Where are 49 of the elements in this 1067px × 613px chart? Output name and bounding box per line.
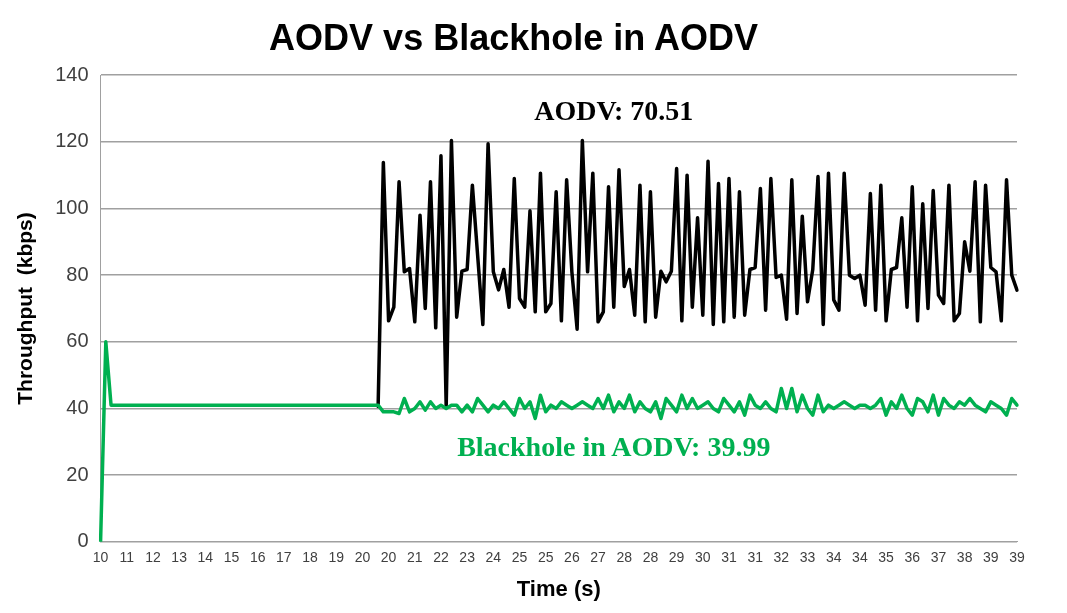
x-tick-label: 33 [799, 549, 816, 566]
x-tick-label: 28 [642, 549, 659, 566]
x-tick-label: 25 [537, 549, 554, 566]
x-tick-label: 39 [983, 549, 999, 566]
x-tick-label: 14 [197, 549, 214, 566]
y-tick-label: 40 [66, 396, 89, 418]
chart-title: AODV vs Blackhole in AODV [269, 16, 758, 58]
x-tick-label: 31 [747, 549, 764, 566]
y-tick-label: 80 [66, 262, 89, 285]
x-tick-label: 15 [223, 549, 240, 566]
y-axis-title: Throughput (kbps) [13, 212, 37, 405]
x-tick-label: 35 [878, 549, 895, 566]
x-tick-label: 20 [380, 549, 397, 566]
x-tick-label: 38 [956, 549, 973, 566]
series-label: Blackhole in AODV: 39.99 [457, 430, 771, 462]
x-tick-label: 25 [511, 549, 528, 566]
x-axis-title: Time (s) [516, 575, 601, 601]
series-label: AODV: 70.51 [534, 94, 694, 126]
x-tick-label: 11 [119, 549, 135, 566]
y-tick-label: 100 [55, 196, 89, 219]
x-tick-label: 22 [433, 549, 449, 566]
x-tick-label: 16 [249, 549, 266, 566]
x-tick-label: 26 [564, 549, 580, 566]
x-tick-label: 19 [328, 549, 345, 566]
x-tick-label: 39 [1009, 549, 1025, 566]
x-tick-label: 13 [171, 549, 188, 566]
x-tick-label: 29 [668, 549, 685, 566]
x-tick-label: 20 [354, 549, 371, 566]
x-tick-label: 34 [825, 549, 842, 566]
x-tick-label: 31 [721, 549, 737, 566]
x-tick-label: 23 [459, 549, 476, 566]
x-tick-label: 12 [145, 549, 161, 566]
y-tick-label: 60 [66, 329, 89, 352]
x-tick-label: 36 [904, 549, 921, 566]
x-tick-label: 27 [590, 549, 607, 566]
x-tick-label: 28 [616, 549, 633, 566]
x-tick-label: 32 [773, 549, 790, 566]
x-tick-label: 10 [92, 549, 109, 566]
x-tick-label: 17 [276, 549, 292, 566]
x-tick-label: 34 [852, 549, 868, 566]
y-tick-label: 140 [55, 62, 89, 85]
x-tick-label: 30 [695, 549, 711, 566]
x-tick-label: 21 [406, 549, 423, 566]
x-tick-label: 24 [485, 549, 502, 566]
y-tick-label: 0 [77, 529, 89, 552]
y-tick-label: 20 [66, 462, 89, 485]
y-tick-label: 120 [55, 129, 89, 152]
x-tick-label: 18 [302, 549, 319, 566]
x-tick-label: 37 [930, 549, 947, 566]
